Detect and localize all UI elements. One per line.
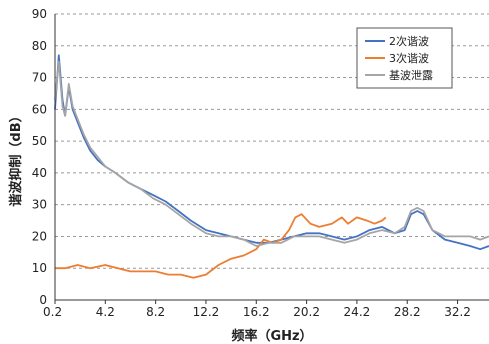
y-tick-label: 0 <box>39 293 47 307</box>
x-tick-label: 32.2 <box>444 305 471 319</box>
y-tick-label: 60 <box>32 102 47 116</box>
y-tick-label: 30 <box>32 198 47 212</box>
x-tick-label: 16.2 <box>243 305 270 319</box>
x-tick-label: 0.2 <box>43 305 62 319</box>
y-tick-label: 90 <box>32 7 47 21</box>
legend-label: 2次谐波 <box>389 34 429 48</box>
x-tick-label: 20.2 <box>293 305 320 319</box>
series-line-1 <box>54 54 489 251</box>
y-axis-title: 谐波抑制（dB） <box>8 109 24 206</box>
tick-labels: 0 10 20 30 40 50 60 70 80 90 0.2 4.2 8.2 12.2 16.2 20.2… <box>32 7 471 319</box>
x-tick-label: 4.2 <box>96 305 115 319</box>
legend-label: 3次谐波 <box>389 51 429 65</box>
x-tick-label: 8.2 <box>146 305 165 319</box>
series-line-2 <box>55 213 387 279</box>
gridlines <box>55 13 489 269</box>
y-tick-label: 50 <box>32 134 47 148</box>
x-axis-title: 频率（GHz） <box>231 328 312 344</box>
y-tick-label: 40 <box>32 166 47 180</box>
x-tick-label: 12.2 <box>193 305 220 319</box>
series-line-3 <box>54 60 489 247</box>
x-tick-label: 28.2 <box>394 305 421 319</box>
series-lines <box>54 54 489 279</box>
y-tick-label: 10 <box>32 261 47 275</box>
y-tick-label: 70 <box>32 71 47 85</box>
y-tick-label: 20 <box>32 229 47 243</box>
axes <box>54 14 489 304</box>
x-tick-label: 24.2 <box>344 305 371 319</box>
legend-label: 基波泄露 <box>389 69 433 82</box>
y-tick-label: 80 <box>32 39 47 53</box>
